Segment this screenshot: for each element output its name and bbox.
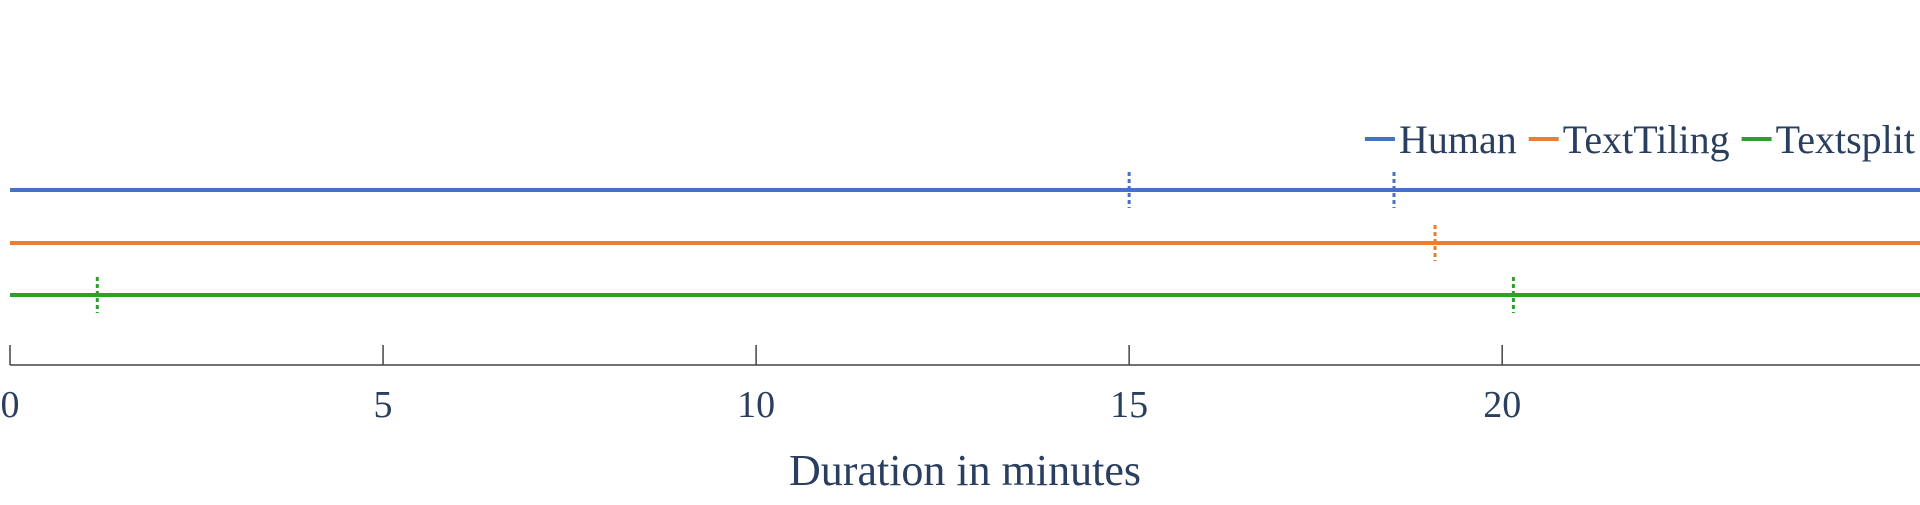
x-tick-label-0: 0 (1, 384, 20, 426)
x-axis-label: Duration in minutes (789, 446, 1141, 495)
x-tick-label-20: 20 (1483, 384, 1521, 426)
x-tick-label-15: 15 (1110, 384, 1148, 426)
legend: Textsplit TextTiling Human (1365, 117, 1915, 162)
x-tick-label-5: 5 (374, 384, 393, 426)
legend-label-human: Human (1399, 117, 1517, 162)
legend-label-textsplit: Textsplit (1776, 117, 1915, 162)
series-layer (10, 172, 1920, 313)
x-axis: 0 5 10 15 20 (1, 345, 1920, 426)
x-tick-label-10: 10 (737, 384, 775, 426)
legend-label-texttiling: TextTiling (1563, 117, 1730, 162)
